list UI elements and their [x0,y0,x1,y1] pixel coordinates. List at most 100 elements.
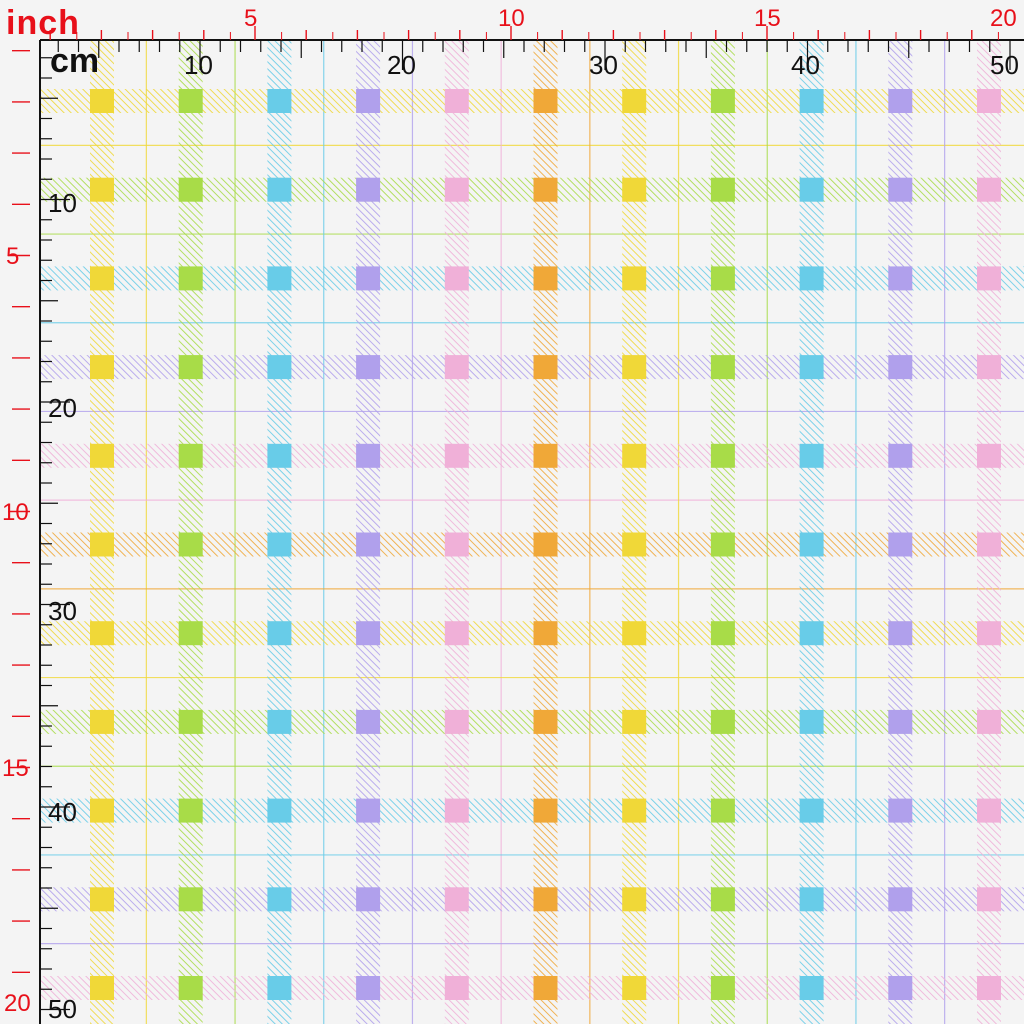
plaid-square [267,887,292,912]
top-cm-label-30: 30 [589,50,618,80]
plaid-square [178,621,203,646]
plaid-square [356,798,381,823]
plaid-square [356,443,381,468]
plaid-square [977,355,1001,380]
plaid-square [356,532,381,557]
plaid-square [90,89,114,113]
horizontal-stripe [40,443,1024,468]
plaid-square [267,89,292,113]
inch-unit-label: inch [6,4,80,42]
plaid-square [533,887,558,912]
vertical-stripe [444,40,469,1024]
plaid-square [267,798,292,823]
vertical-stripe [799,40,824,1024]
plaid-square [710,887,735,912]
plaid-square [178,798,203,823]
plaid-square [533,798,558,823]
plaid-square [533,709,558,734]
vertical-stripe [622,40,647,1024]
plaid-square [356,621,381,646]
plaid-square [799,976,824,1000]
plaid-square [622,177,647,202]
plaid-square [444,89,469,113]
plaid-square [178,355,203,380]
plaid-square [710,355,735,380]
plaid-square [622,532,647,557]
plaid-square [356,709,381,734]
plaid-square [710,621,735,646]
horizontal-stripe [40,709,1024,734]
plaid-square [533,443,558,468]
horizontal-stripe [40,798,1024,823]
plaid-square [90,887,114,912]
plaid-square [710,798,735,823]
plaid-square [977,887,1001,912]
plaid-square [799,355,824,380]
plaid-square [888,709,913,734]
plaid-square [444,532,469,557]
plaid-square [356,89,381,113]
vertical-stripe [533,40,558,1024]
plaid-square [444,266,469,291]
plaid-square [267,266,292,291]
plaid-square [178,709,203,734]
top-cm-label-50: 50 [990,50,1019,80]
plaid-square [888,443,913,468]
plaid-square [533,532,558,557]
plaid-square [267,443,292,468]
plaid-square [888,976,913,1000]
plaid-square [90,709,114,734]
top-inch-label-20: 20 [990,5,1017,32]
plaid-square [178,532,203,557]
plaid-square [710,709,735,734]
plaid-square [622,266,647,291]
plaid-square [444,798,469,823]
plaid-square [710,177,735,202]
plaid-square [444,709,469,734]
horizontal-stripe [40,266,1024,291]
plaid-square [977,976,1001,1000]
plaid-square [888,266,913,291]
left-inch-label-15: 15 [2,755,29,782]
plaid-square [888,177,913,202]
plaid-square [888,798,913,823]
plaid-square [178,177,203,202]
plaid-square [977,709,1001,734]
vertical-stripe [90,40,114,1024]
vertical-stripe [977,40,1001,1024]
plaid-square [178,266,203,291]
top-cm-label-20: 20 [387,50,416,80]
left-cm-label-30: 30 [48,596,77,626]
plaid-square [977,443,1001,468]
vertical-stripe [888,40,913,1024]
top-inch-label-15: 15 [754,5,781,32]
plaid-square [622,89,647,113]
plaid-square [799,443,824,468]
plaid-square [356,976,381,1000]
plaid-square [888,532,913,557]
plaid-square [799,532,824,557]
plaid-square [710,976,735,1000]
left-cm-label-20: 20 [48,393,77,423]
vertical-stripe [267,40,292,1024]
plaid-square [710,266,735,291]
plaid-square [533,177,558,202]
plaid-square [178,976,203,1000]
plaid-square [533,89,558,113]
plaid-square [90,976,114,1000]
plaid-square [267,976,292,1000]
vertical-stripe [710,40,735,1024]
horizontal-stripe [40,887,1024,912]
plaid-square [533,355,558,380]
plaid-square [888,355,913,380]
cm-unit-label: cm [50,42,100,80]
plaid-square [622,443,647,468]
left-cm-label-10: 10 [48,188,77,218]
plaid-square [356,355,381,380]
plaid-square [356,177,381,202]
left-cm-label-40: 40 [48,797,77,827]
horizontal-stripe [40,177,1024,202]
left-cm-label-50: 50 [48,994,77,1024]
plaid-square [977,798,1001,823]
plaid-square [444,976,469,1000]
